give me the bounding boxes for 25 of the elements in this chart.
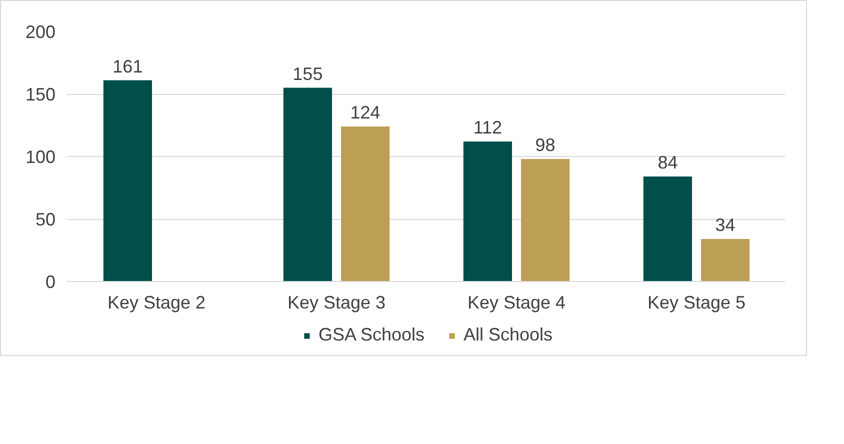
data-label: 124 — [350, 102, 380, 122]
data-label: 84 — [658, 152, 678, 172]
bar — [103, 80, 152, 282]
bar — [341, 126, 390, 282]
legend-label: GSA Schools — [318, 324, 425, 346]
data-label: 98 — [535, 135, 556, 155]
y-tick-label: 200 — [25, 22, 56, 42]
data-label: 112 — [473, 118, 502, 138]
data-label: 161 — [112, 56, 143, 76]
y-tick-label: 50 — [35, 210, 56, 230]
legend-label: All Schools — [464, 324, 553, 346]
y-tick-label: 0 — [45, 272, 56, 292]
bar — [521, 159, 570, 282]
data-label: 155 — [292, 64, 323, 84]
bar — [463, 142, 512, 282]
y-tick-label: 150 — [25, 84, 56, 104]
x-tick-label: Key Stage 5 — [647, 292, 746, 312]
bar — [283, 88, 332, 282]
bar — [643, 176, 692, 282]
bar — [701, 239, 750, 282]
x-tick-label: Key Stage 2 — [107, 292, 206, 312]
y-tick-label: 100 — [25, 147, 56, 167]
x-tick-label: Key Stage 4 — [467, 292, 566, 312]
x-tick-label: Key Stage 3 — [287, 292, 386, 312]
data-label: 34 — [715, 215, 736, 235]
